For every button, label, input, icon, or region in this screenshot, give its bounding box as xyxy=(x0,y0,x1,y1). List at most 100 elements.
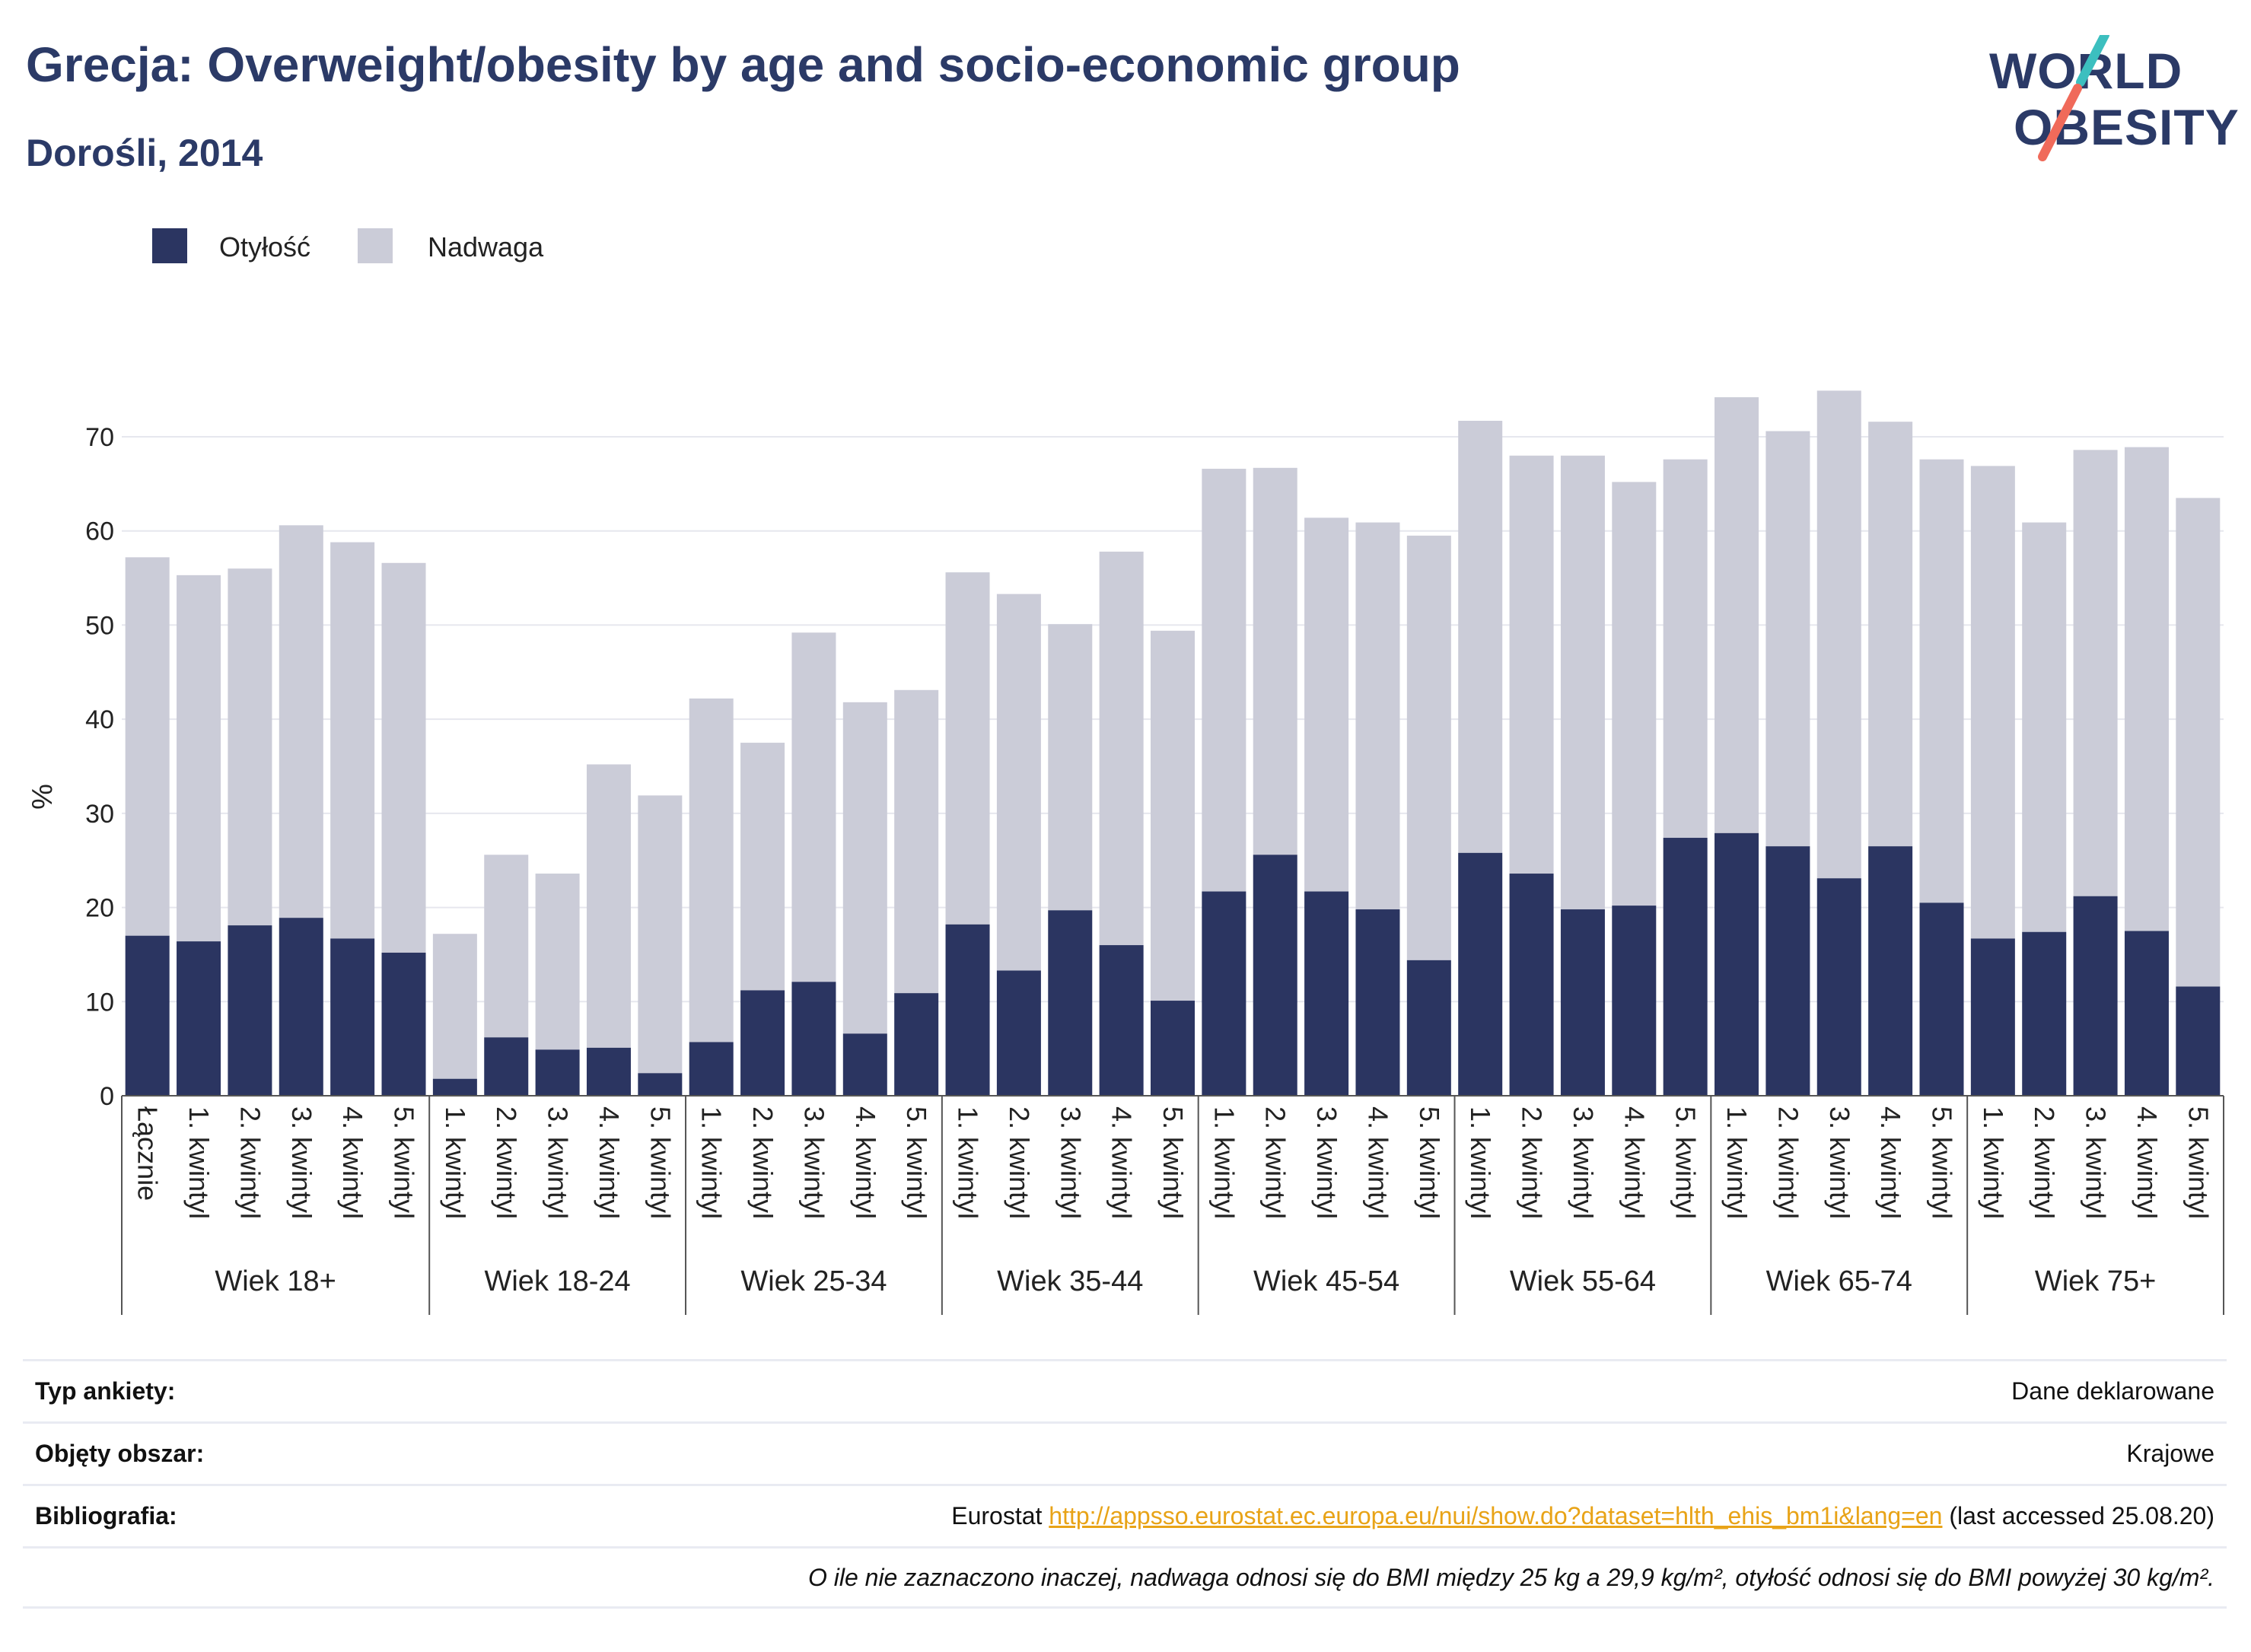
bar-overweight xyxy=(638,795,683,1074)
x-category-label: 4. kwintyl xyxy=(1619,1106,1650,1219)
info-table: Typ ankiety: Dane deklarowane Objęty obs… xyxy=(23,1359,2227,1609)
bar-overweight xyxy=(1355,522,1400,910)
x-category-label: 3. kwintyl xyxy=(1311,1106,1342,1219)
x-category-label: 5. kwintyl xyxy=(2183,1106,2214,1219)
bar-overweight xyxy=(996,594,1041,971)
bibliography-link[interactable]: http://appsso.eurostat.ec.europa.eu/nui/… xyxy=(1049,1502,1943,1529)
bar-overweight xyxy=(842,702,887,1034)
bar-obesity xyxy=(125,935,170,1096)
x-group-label: Wiek 45-54 xyxy=(1253,1265,1399,1297)
x-group-label: Wiek 18+ xyxy=(215,1265,336,1297)
x-category-label: 5. kwintyl xyxy=(1926,1106,1957,1219)
stacked-bar-chart: Otyłość Nadwaga 0 10 20 30 40 50 60 70% Łącznie 1. … xyxy=(27,228,2224,1315)
legend-swatch-overweight xyxy=(358,228,393,263)
x-category-label: 2. kwintyl xyxy=(1260,1106,1291,1219)
bar-overweight xyxy=(1253,467,1297,855)
x-category-label: 1. kwintyl xyxy=(1465,1106,1496,1219)
bar-obesity xyxy=(2124,931,2169,1096)
bar-obesity xyxy=(1560,909,1605,1096)
bar-overweight xyxy=(484,855,529,1038)
bar-obesity xyxy=(740,990,785,1096)
bar-overweight xyxy=(1458,420,1503,853)
bar-overweight xyxy=(1509,455,1554,874)
bar-obesity xyxy=(1509,874,1554,1096)
bar-overweight xyxy=(1151,630,1195,1001)
bar-overweight xyxy=(1048,624,1093,911)
x-category-label: 5. kwintyl xyxy=(1414,1106,1445,1219)
legend-label-overweight: Nadwaga xyxy=(428,231,544,263)
x-category-label: 5. kwintyl xyxy=(1670,1106,1702,1219)
x-group-label: Wiek 25-34 xyxy=(740,1265,887,1297)
page-subtitle: Dorośli, 2014 xyxy=(26,132,263,174)
bar-obesity xyxy=(1406,960,1451,1096)
definition-note: O ile nie zaznaczono inaczej, nadwaga od… xyxy=(807,1563,2214,1591)
x-category-label: 4. kwintyl xyxy=(1106,1106,1138,1219)
bar-obesity xyxy=(1099,945,1144,1096)
x-category-label: 3. kwintyl xyxy=(1824,1106,1855,1219)
logo-slash-icon xyxy=(2038,35,2109,161)
area-label: Objęty obszar: xyxy=(35,1440,205,1467)
y-tick-label: 20 xyxy=(85,894,114,923)
x-category-label: 1. kwintyl xyxy=(1721,1106,1753,1219)
bar-obesity xyxy=(945,924,990,1096)
x-category-label: 1. kwintyl xyxy=(183,1106,215,1219)
bar-overweight xyxy=(279,525,323,918)
bar-overweight xyxy=(1970,466,2015,939)
y-tick-label: 50 xyxy=(85,611,114,640)
bar-obesity xyxy=(2073,896,2118,1096)
y-tick-label: 10 xyxy=(85,988,114,1017)
x-category-label: 2. kwintyl xyxy=(234,1106,266,1219)
bar-obesity xyxy=(1048,910,1093,1096)
bar-overweight xyxy=(1099,551,1144,946)
bar-overweight xyxy=(228,568,272,926)
x-group-label: Wiek 65-74 xyxy=(1766,1265,1912,1297)
x-category-label: 5. kwintyl xyxy=(901,1106,932,1219)
bar-obesity xyxy=(996,970,1041,1096)
y-tick-label: 70 xyxy=(85,423,114,452)
bar-obesity xyxy=(791,982,836,1096)
bar-overweight xyxy=(1868,422,1913,847)
bar-obesity xyxy=(1304,891,1349,1096)
bar-overweight xyxy=(1202,469,1246,892)
bar-obesity xyxy=(1663,838,1708,1096)
bibliography-source: Eurostat xyxy=(951,1502,1043,1529)
bibliography-label: Bibliografia: xyxy=(35,1502,177,1529)
x-category-label: 4. kwintyl xyxy=(2132,1106,2163,1219)
world-obesity-logo: WORLD OBESITY xyxy=(1979,35,2239,164)
bar-overweight xyxy=(1560,455,1605,910)
bar-overweight xyxy=(1663,459,1708,839)
bar-overweight xyxy=(177,575,221,942)
bar-obesity xyxy=(1919,902,1964,1096)
bar-obesity xyxy=(586,1047,631,1096)
bar-obesity xyxy=(381,952,426,1096)
bar-obesity xyxy=(1868,846,1913,1096)
bibliography-accessed: (last accessed 25.08.20) xyxy=(1949,1502,2214,1529)
bar-overweight xyxy=(1612,482,1657,906)
x-category-label: 4. kwintyl xyxy=(337,1106,368,1219)
x-category-label: 4. kwintyl xyxy=(1875,1106,1906,1219)
bar-overweight xyxy=(740,743,785,991)
bar-obesity xyxy=(638,1073,683,1096)
page-title: Grecja: Overweight/obesity by age and so… xyxy=(26,37,1460,92)
x-category-label: 5. kwintyl xyxy=(389,1106,420,1219)
bar-obesity xyxy=(1202,891,1246,1096)
x-category-label: 3. kwintyl xyxy=(543,1106,574,1219)
x-category-label: 2. kwintyl xyxy=(1004,1106,1035,1219)
bar-overweight xyxy=(1816,390,1861,879)
x-group-label: Wiek 75+ xyxy=(2035,1265,2156,1297)
bar-overweight xyxy=(1406,535,1451,960)
bar-overweight xyxy=(432,934,477,1079)
x-group-label: Wiek 55-64 xyxy=(1510,1265,1656,1297)
x-category-label: 3. kwintyl xyxy=(286,1106,317,1219)
survey-type-value: Dane deklarowane xyxy=(2011,1377,2214,1405)
bar-overweight xyxy=(2073,450,2118,896)
bar-obesity xyxy=(1715,832,1759,1096)
bar-overweight xyxy=(125,557,170,936)
bar-obesity xyxy=(228,925,272,1096)
bar-overweight xyxy=(381,562,426,953)
x-category-label: Łącznie xyxy=(132,1106,164,1201)
bar-overweight xyxy=(586,764,631,1048)
area-value: Krajowe xyxy=(2126,1440,2214,1467)
bar-overweight xyxy=(535,874,580,1050)
bar-obesity xyxy=(2176,986,2221,1096)
